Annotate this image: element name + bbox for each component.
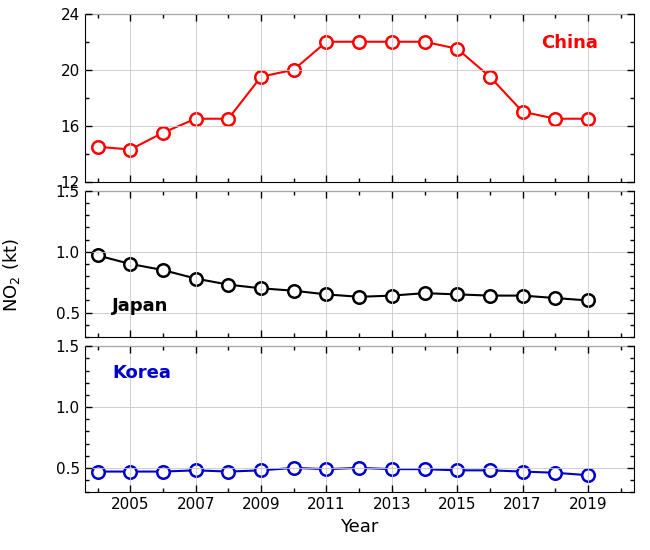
Text: NO$_2$ (kt): NO$_2$ (kt) <box>1 238 22 312</box>
X-axis label: Year: Year <box>340 518 378 536</box>
Text: Japan: Japan <box>112 297 168 315</box>
Text: China: China <box>541 34 598 52</box>
Text: Korea: Korea <box>112 364 171 382</box>
